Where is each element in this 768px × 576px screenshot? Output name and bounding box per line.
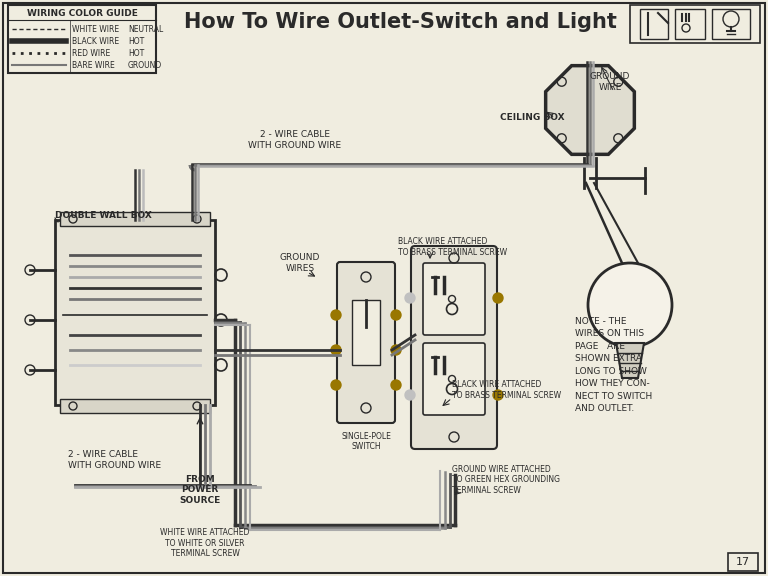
Bar — [8, 5, 156, 73]
Text: NEUTRAL: NEUTRAL — [128, 25, 164, 33]
Bar — [640, 9, 668, 39]
Text: BLACK WIRE: BLACK WIRE — [72, 36, 119, 46]
Bar — [675, 9, 705, 39]
Text: DOUBLE WALL BOX: DOUBLE WALL BOX — [55, 210, 152, 219]
Text: BLACK WIRE ATTACHED
TO BRASS TERMINAL SCREW: BLACK WIRE ATTACHED TO BRASS TERMINAL SC… — [452, 380, 561, 400]
Text: GROUND
WIRES: GROUND WIRES — [280, 253, 320, 272]
Circle shape — [331, 345, 341, 355]
Polygon shape — [545, 66, 634, 154]
Bar — [55, 220, 215, 405]
Bar — [630, 5, 760, 43]
Text: GROUND
WIRE: GROUND WIRE — [590, 73, 631, 92]
Text: WIRING COLOR GUIDE: WIRING COLOR GUIDE — [27, 9, 137, 17]
Circle shape — [493, 293, 503, 303]
Circle shape — [405, 293, 415, 303]
Text: SINGLE-POLE
SWITCH: SINGLE-POLE SWITCH — [341, 432, 391, 452]
Text: 2 - WIRE CABLE
WITH GROUND WIRE: 2 - WIRE CABLE WITH GROUND WIRE — [248, 130, 342, 150]
FancyBboxPatch shape — [423, 263, 485, 335]
Circle shape — [391, 380, 401, 390]
Text: NOTE - THE
WIRES ON THIS
PAGE   ARE
SHOWN EXTRA
LONG TO SHOW
HOW THEY CON-
NECT : NOTE - THE WIRES ON THIS PAGE ARE SHOWN … — [575, 317, 652, 413]
Text: BARE WIRE: BARE WIRE — [72, 60, 114, 70]
Bar — [712, 9, 750, 39]
Text: HOT: HOT — [128, 36, 144, 46]
Circle shape — [588, 263, 672, 347]
Text: RED WIRE: RED WIRE — [72, 48, 111, 58]
Text: 17: 17 — [736, 557, 750, 567]
FancyBboxPatch shape — [337, 262, 395, 423]
Text: How To Wire Outlet-Switch and Light: How To Wire Outlet-Switch and Light — [184, 12, 617, 32]
Text: HOT: HOT — [128, 48, 144, 58]
Text: GROUND WIRE ATTACHED
TO GREEN HEX GROUNDING
TERMINAL SCREW: GROUND WIRE ATTACHED TO GREEN HEX GROUND… — [452, 465, 560, 495]
Circle shape — [493, 390, 503, 400]
Text: WHITE WIRE ATTACHED
TO WHITE OR SILVER
TERMINAL SCREW: WHITE WIRE ATTACHED TO WHITE OR SILVER T… — [161, 528, 250, 558]
Circle shape — [391, 310, 401, 320]
Text: CEILING BOX: CEILING BOX — [500, 113, 564, 123]
FancyBboxPatch shape — [423, 343, 485, 415]
Text: 2 - WIRE CABLE
WITH GROUND WIRE: 2 - WIRE CABLE WITH GROUND WIRE — [68, 450, 161, 469]
Circle shape — [331, 380, 341, 390]
Bar — [60, 212, 210, 226]
Text: GROUND: GROUND — [128, 60, 162, 70]
Bar — [60, 399, 210, 413]
Text: WHITE WIRE: WHITE WIRE — [72, 25, 119, 33]
Bar — [728, 553, 758, 571]
Circle shape — [405, 390, 415, 400]
Polygon shape — [616, 343, 644, 378]
Text: BLACK WIRE ATTACHED
TO BRASS TERMINAL SCREW: BLACK WIRE ATTACHED TO BRASS TERMINAL SC… — [398, 237, 507, 257]
Circle shape — [391, 345, 401, 355]
Circle shape — [331, 310, 341, 320]
FancyBboxPatch shape — [411, 246, 497, 449]
Text: FROM
POWER
SOURCE: FROM POWER SOURCE — [180, 475, 220, 505]
Bar — [352, 300, 380, 365]
